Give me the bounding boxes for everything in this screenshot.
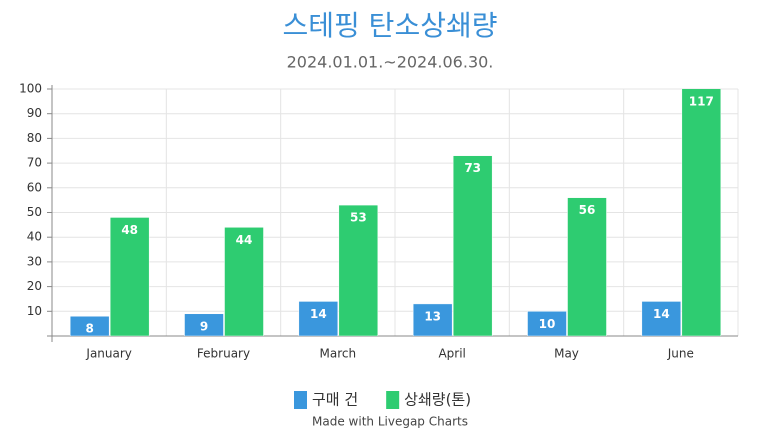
data-label: 14 — [653, 307, 670, 321]
data-label: 73 — [464, 161, 481, 175]
x-tick-label: January — [85, 347, 132, 361]
bar — [298, 301, 339, 336]
y-tick-label: 100 — [19, 82, 42, 96]
x-tick-label: April — [438, 347, 465, 361]
bar — [109, 217, 150, 336]
y-tick-label: 70 — [27, 156, 42, 170]
y-tick-label: 30 — [27, 254, 42, 268]
bar — [412, 303, 453, 336]
data-label: 10 — [539, 317, 556, 331]
bar — [69, 315, 110, 336]
data-label: 117 — [689, 95, 714, 109]
bar — [641, 301, 682, 336]
bar — [527, 311, 567, 336]
data-label: 44 — [236, 233, 253, 247]
legend-swatch — [386, 391, 400, 409]
bars — [69, 89, 722, 336]
bar — [224, 227, 264, 336]
data-label: 56 — [579, 203, 596, 217]
bar — [452, 155, 493, 336]
y-tick-label: 20 — [27, 279, 42, 293]
y-tick-label: 10 — [27, 304, 42, 318]
chart-title: 스테핑 탄소상쇄량 — [283, 9, 498, 42]
y-tick-label: 50 — [27, 205, 42, 219]
x-tick-label: February — [197, 347, 250, 361]
y-tick-label: 40 — [27, 230, 42, 244]
y-tick-label: 90 — [27, 106, 42, 120]
legend-swatch — [294, 391, 307, 409]
data-label: 8 — [85, 322, 93, 336]
bar — [338, 204, 379, 336]
bar — [567, 197, 607, 336]
bar — [681, 89, 722, 336]
data-label: 53 — [350, 211, 367, 225]
chart-subtitle: 2024.01.01.~2024.06.30. — [287, 53, 494, 72]
legend-label: 상쇄량(톤) — [404, 391, 471, 409]
data-label: 48 — [121, 223, 138, 237]
y-tick-label: 80 — [27, 131, 42, 145]
x-tick-label: June — [667, 347, 694, 361]
data-label: 14 — [310, 307, 327, 321]
legend-label: 구매 건 — [312, 391, 358, 409]
bar — [184, 313, 224, 336]
y-tick-label: 60 — [27, 180, 42, 194]
x-tick-label: May — [554, 347, 579, 361]
x-tick-label: March — [320, 347, 357, 361]
data-label: 9 — [200, 319, 208, 333]
data-label: 13 — [424, 309, 441, 323]
footer: Made with Livegap Charts — [312, 415, 468, 429]
